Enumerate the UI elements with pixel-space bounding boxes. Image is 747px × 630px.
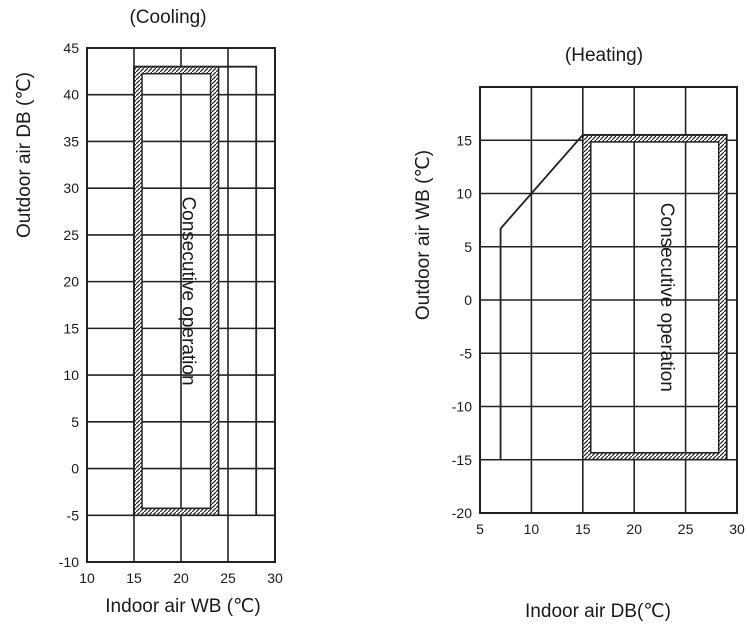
cooling-chart: (Cooling) Consecutive operation 45 40 35 30… [14,7,283,617]
heating-y-tick-label: 15 [456,132,472,148]
cooling-title: (Cooling) [129,7,206,28]
cooling-y-ticks: 45 40 35 30 25 20 15 10 5 0 -5 -10 [59,40,79,570]
heating-x-tick-label: 30 [729,521,745,537]
heating-zone [582,134,728,461]
cooling-y-tick-label: -5 [67,507,80,523]
heating-chart: (Heating) Consecutive operation 15 10 5 0 -5… [413,45,745,622]
heating-x-tick-label: 10 [524,521,540,537]
heating-x-tick-label: 25 [678,521,694,537]
heating-y-tick-label: -10 [452,399,472,415]
cooling-y-tick-label: 40 [63,87,79,103]
heating-boundary [499,134,728,460]
cooling-x-tick-label: 15 [126,570,142,586]
heating-x-ticks: 5 10 15 20 25 30 [476,521,745,537]
cooling-x-ticks: 10 15 20 25 30 [79,570,283,586]
cooling-x-tick-label: 20 [173,570,189,586]
heating-y-tick-label: 10 [456,186,472,202]
cooling-y-tick-label: -10 [59,554,79,570]
cooling-operating-boundary [133,65,258,516]
cooling-y-tick-label: 20 [63,274,79,290]
heating-x-tick-label: 5 [476,521,484,537]
cooling-x-tick-label: 30 [267,570,283,586]
cooling-zone-inner [141,72,212,510]
cooling-y-tick-label: 35 [63,133,79,149]
cooling-y-tick-label: 30 [63,180,79,196]
heating-zone-label: Consecutive operation [656,203,677,392]
cooling-y-tick-label: 10 [63,367,79,383]
cooling-x-axis-title: Indoor air WB (℃) [105,596,260,617]
heating-title: (Heating) [565,45,643,66]
cooling-x-tick-label: 25 [220,570,236,586]
cooling-y-tick-label: 15 [63,320,79,336]
heating-operating-boundary [499,134,728,460]
heating-x-tick-label: 20 [626,521,642,537]
cooling-y-tick-label: 5 [71,414,79,430]
heating-x-axis-title: Indoor air DB(℃) [525,601,671,622]
cooling-zone [133,65,220,517]
heating-x-tick-label: 15 [575,521,591,537]
heating-y-axis-title: Outdoor air WB (℃) [413,150,434,320]
heating-y-tick-label: -5 [460,345,473,361]
cooling-x-tick-label: 10 [79,570,95,586]
heating-y-tick-label: 5 [464,239,472,255]
heating-y-tick-label: -15 [452,452,472,468]
cooling-boundary [133,65,258,516]
cooling-y-tick-label: 25 [63,227,79,243]
heating-y-tick-label: 0 [464,292,472,308]
cooling-y-tick-label: 45 [63,40,79,56]
cooling-y-axis-title: Outdoor air DB (℃) [14,72,35,238]
heating-y-tick-label: -20 [452,505,472,521]
heating-y-ticks: 15 10 5 0 -5 -10 -15 -20 [452,132,472,521]
cooling-y-tick-label: 0 [71,461,79,477]
cooling-zone-label: Consecutive operation [177,196,198,385]
